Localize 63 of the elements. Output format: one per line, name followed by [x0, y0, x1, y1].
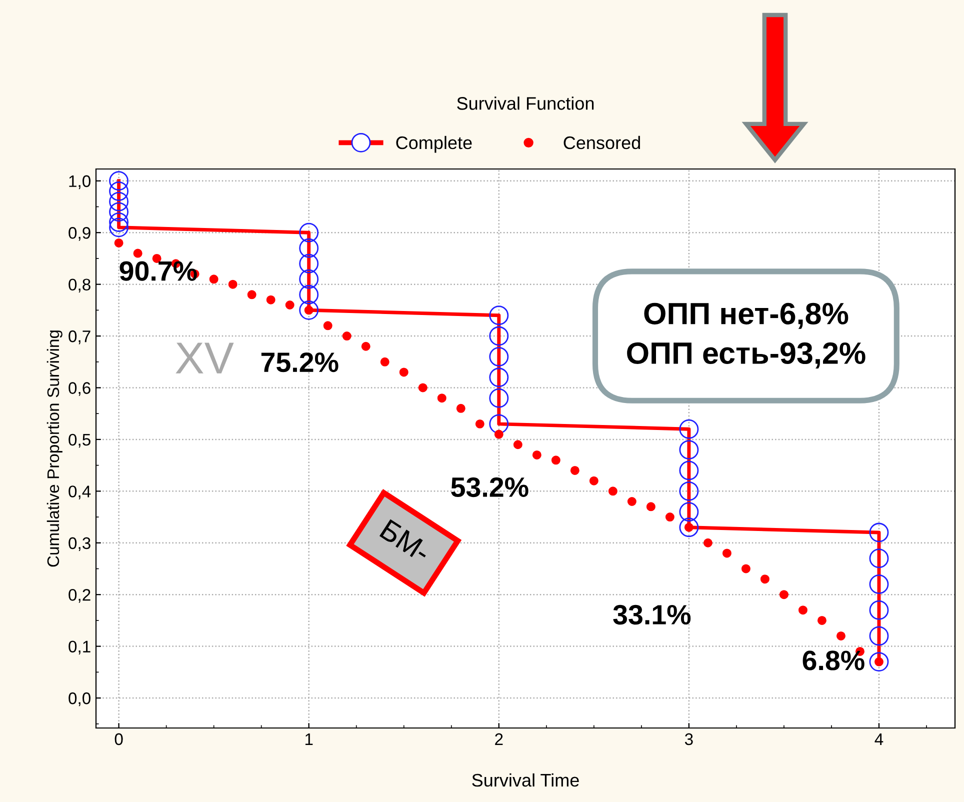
annotation: 6.8%: [802, 650, 864, 670]
point: [741, 564, 750, 574]
point: [627, 497, 636, 506]
y-tick-label: 0,2: [68, 588, 90, 603]
y-tick-label: 0,0: [68, 692, 90, 706]
chart-title: Survival Function: [457, 96, 594, 110]
point: [456, 404, 466, 413]
point: [760, 574, 770, 584]
x-tick-label: 2: [495, 733, 503, 745]
x-tick-label: 3: [684, 733, 693, 746]
point: [513, 440, 522, 450]
y-tick-label: 0,3: [68, 537, 90, 552]
point: [798, 606, 808, 615]
point: [665, 512, 674, 522]
annotation: 90.7%: [120, 261, 197, 281]
legend-label: Complete: [396, 136, 472, 153]
point: [114, 238, 124, 248]
y-tick-label: 0,1: [68, 640, 90, 654]
point: [570, 466, 580, 475]
point: [247, 290, 256, 300]
point: [266, 295, 276, 304]
y-tick-label: 0,7: [68, 330, 90, 344]
point: [323, 321, 332, 330]
point: [646, 502, 656, 512]
point: [361, 342, 370, 351]
y-tick-label: 1,0: [69, 175, 90, 190]
x-tick-label: 1: [305, 733, 313, 745]
y-axis-title: Cumulative Proportion Surviving: [46, 330, 62, 567]
point: [722, 548, 732, 558]
x-tick-label: 4: [874, 733, 884, 745]
point: [779, 590, 788, 600]
point: [817, 616, 826, 625]
point: [399, 368, 408, 377]
annotation: ОПП нет-6,8% ОПП есть-93,2%: [627, 302, 866, 368]
annotation: 53.2%: [451, 477, 528, 498]
x-axis-title: Survival Time: [472, 773, 579, 787]
x-tick-label: 0: [114, 733, 123, 746]
annotation: 33.1%: [613, 604, 691, 625]
y-tick-label: 0,6: [68, 382, 90, 396]
point: [703, 538, 712, 548]
legend-label: Censored: [564, 136, 640, 150]
point: [133, 248, 142, 258]
point: [589, 476, 598, 486]
y-tick-label: 0,5: [68, 434, 90, 448]
y-tick-label: 0,8: [68, 278, 90, 292]
point: [494, 430, 504, 439]
point: [437, 394, 446, 403]
point: [380, 357, 390, 366]
annotation: 75.2%: [261, 352, 338, 372]
annotation: XV: [176, 342, 234, 374]
annotation: БМ-: [379, 519, 432, 563]
y-tick-label: 0,4: [68, 486, 91, 500]
point: [532, 450, 542, 460]
point: [228, 280, 238, 289]
point: [285, 300, 294, 310]
y-tick-label: 0,9: [68, 227, 90, 241]
point: [608, 486, 618, 496]
point: [475, 419, 484, 428]
point: [551, 456, 560, 465]
point: [209, 274, 218, 284]
point: [418, 383, 428, 392]
point: [836, 631, 846, 640]
point: [342, 332, 352, 341]
